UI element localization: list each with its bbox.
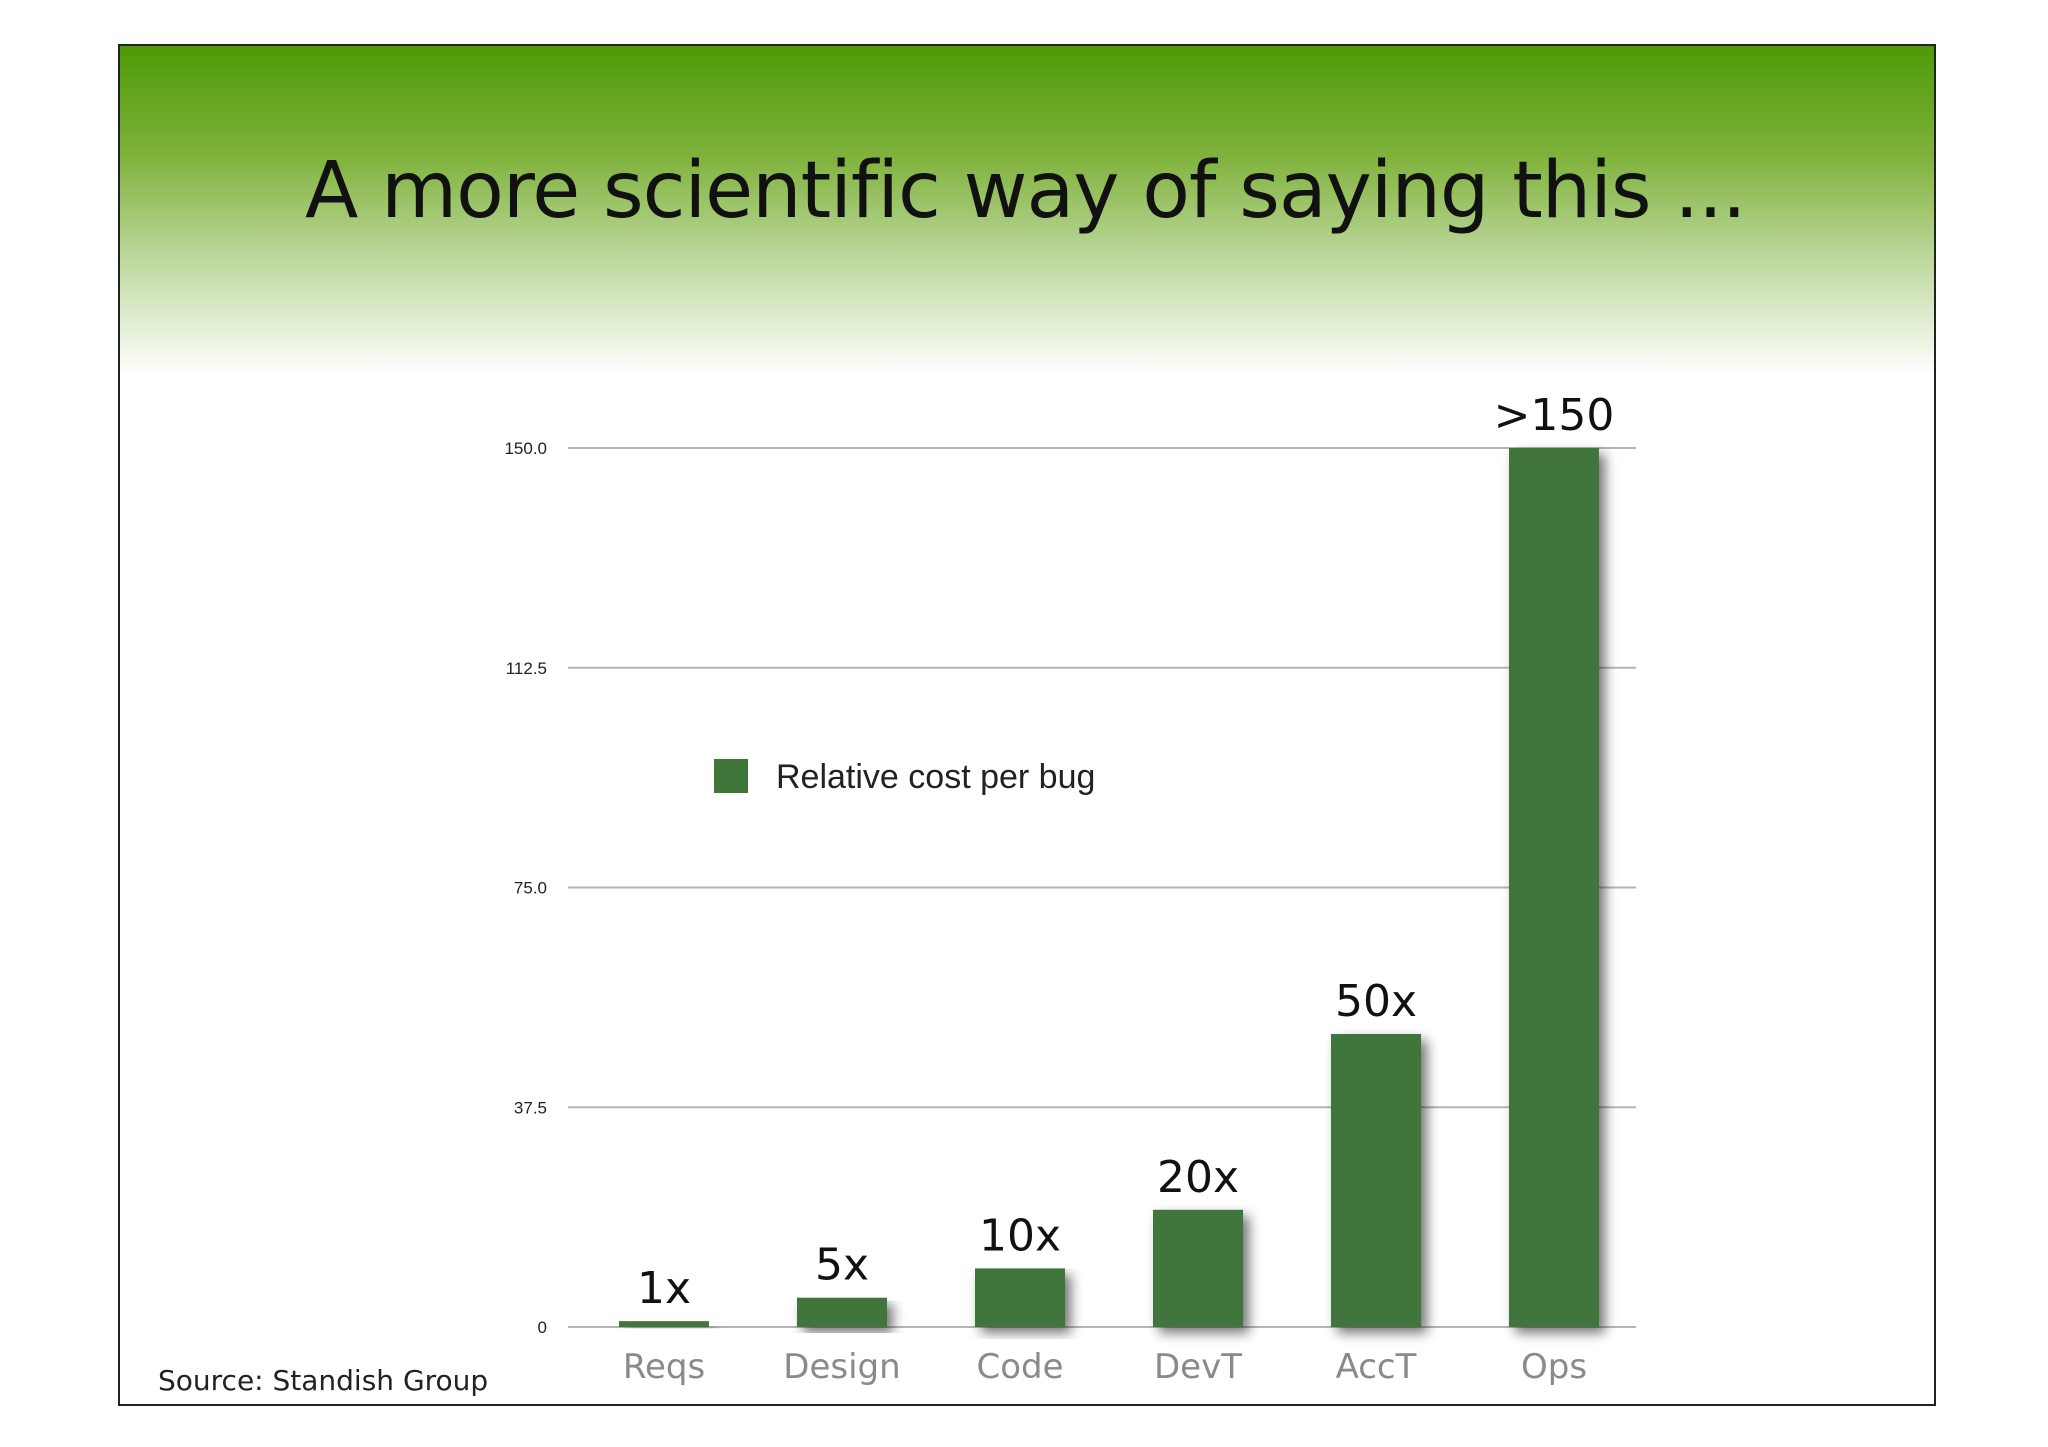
- bar-acct: [1331, 1034, 1421, 1327]
- bars: [619, 448, 1599, 1327]
- bar-reqs: [619, 1321, 709, 1327]
- category-label-acct: AccT: [1336, 1347, 1417, 1387]
- data-label-design: 5x: [815, 1240, 869, 1291]
- bar-code: [975, 1268, 1065, 1327]
- category-label-devt: DevT: [1154, 1347, 1242, 1387]
- y-tick-label: 112.5: [506, 659, 547, 678]
- data-label-devt: 20x: [1157, 1152, 1239, 1203]
- data-labels: 1x 5x 10x 20x 50x >150: [637, 390, 1614, 1314]
- y-tick-label: 0: [538, 1318, 547, 1337]
- data-label-reqs: 1x: [637, 1263, 691, 1314]
- bar-chart: 0 37.5 75.0 112.5 150.0 1x 5x 10x 20x 50x >150 Re…: [504, 390, 1636, 1387]
- legend-swatch: [714, 759, 748, 793]
- data-label-code: 10x: [979, 1210, 1061, 1261]
- category-label-ops: Ops: [1521, 1347, 1587, 1387]
- slide: A more scientific way of saying this ...…: [118, 44, 1936, 1406]
- legend-label: Relative cost per bug: [776, 758, 1095, 796]
- y-tick-label: 75.0: [514, 879, 547, 898]
- category-label-code: Code: [976, 1347, 1063, 1387]
- legend: Relative cost per bug: [714, 758, 1095, 796]
- category-label-reqs: Reqs: [623, 1347, 705, 1387]
- y-tick-label: 37.5: [514, 1098, 547, 1117]
- bar-design: [797, 1297, 887, 1327]
- bar-devt: [1153, 1209, 1243, 1327]
- data-label-ops: >150: [1494, 390, 1615, 441]
- source-note: Source: Standish Group: [158, 1364, 489, 1397]
- y-axis-ticks: 0 37.5 75.0 112.5 150.0: [504, 439, 547, 1337]
- slide-title: A more scientific way of saying this ...: [305, 146, 1747, 236]
- category-label-design: Design: [783, 1347, 900, 1387]
- bar-ops: [1509, 448, 1599, 1327]
- grid-lines: [568, 447, 1636, 1328]
- x-axis-categories: Reqs Design Code DevT AccT Ops: [623, 1347, 1587, 1387]
- data-label-acct: 50x: [1335, 976, 1417, 1027]
- y-tick-label: 150.0: [504, 439, 547, 458]
